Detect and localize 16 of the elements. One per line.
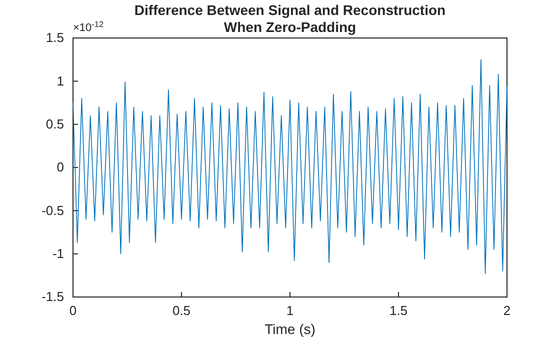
y-tick-label: -1.5 bbox=[42, 289, 64, 304]
text: ×10$^{-12}$ bbox=[73, 20, 104, 34]
line-series bbox=[72, 59, 508, 274]
y-tick-label: -0.5 bbox=[42, 202, 64, 218]
y-tick-label: -1 bbox=[52, 246, 64, 261]
x-tick-label: 1.5 bbox=[389, 303, 408, 318]
x-tick-label: 2 bbox=[503, 303, 511, 318]
x-tick-label: 0 bbox=[69, 303, 77, 318]
y-tick-label: 0.5 bbox=[46, 116, 64, 132]
y-tick-label: 0 bbox=[56, 160, 64, 175]
chart-title: Difference Between Signal and Reconstruction When Zero-Padding bbox=[134, 2, 446, 35]
y-tick-label: 1.5 bbox=[46, 30, 64, 46]
x-axis-title: Time (s) bbox=[264, 321, 316, 337]
x-tick-label: 0.5 bbox=[172, 303, 191, 318]
y-tick-label: 1 bbox=[56, 73, 64, 88]
x-tick-label: 1 bbox=[286, 303, 294, 318]
